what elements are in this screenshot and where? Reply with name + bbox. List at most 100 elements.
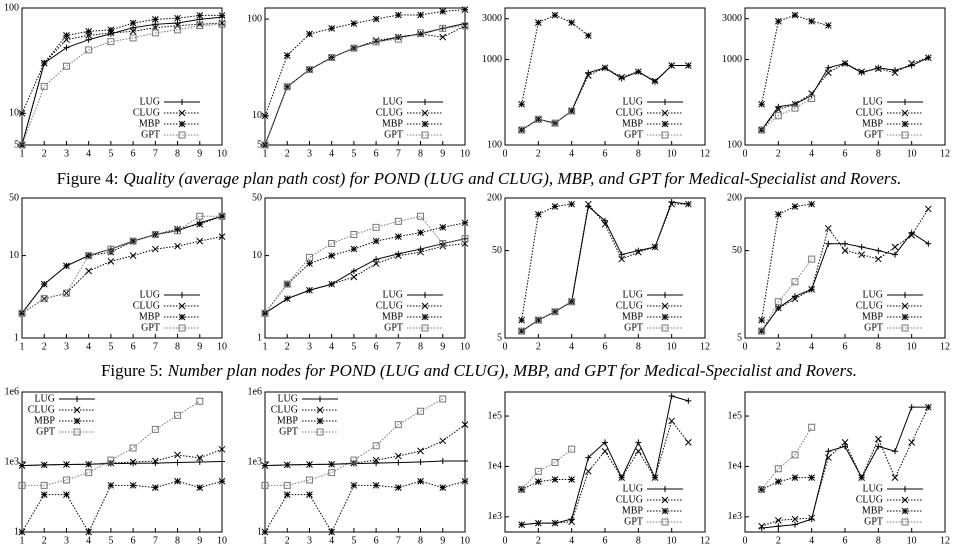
marker	[328, 54, 336, 62]
marker	[196, 484, 204, 491]
marker	[219, 458, 225, 465]
marker	[40, 280, 48, 288]
x-tick-label: 4	[86, 535, 91, 546]
marker	[568, 445, 576, 453]
caption: Figure 5: Number plan nodes for POND (LUG…	[101, 361, 857, 380]
marker	[422, 99, 428, 105]
y-tick-label: 50	[492, 245, 502, 256]
marker	[283, 461, 291, 469]
marker	[601, 220, 609, 228]
marker	[568, 19, 576, 26]
y-tick-label: 100	[4, 2, 19, 13]
series-line	[761, 98, 812, 131]
marker	[758, 327, 766, 335]
x-tick-label: 9	[440, 535, 445, 546]
marker	[808, 94, 816, 102]
marker	[394, 421, 402, 429]
y-tick-label: 1	[257, 526, 262, 537]
series-line	[21, 448, 223, 467]
x-tick-label: 2	[42, 341, 47, 352]
x-tick-label: 8	[418, 341, 423, 352]
marker	[62, 62, 70, 70]
marker	[394, 233, 402, 240]
x-tick-label: 4	[86, 148, 91, 159]
marker	[421, 131, 429, 139]
series-line	[521, 301, 572, 332]
marker	[73, 406, 81, 414]
series-line	[21, 215, 223, 314]
y-tick-label: 10	[252, 250, 262, 261]
marker	[774, 298, 782, 306]
marker	[151, 425, 159, 433]
marker	[842, 240, 848, 247]
marker	[901, 131, 909, 139]
legend-label: GPT	[864, 322, 883, 333]
marker	[825, 64, 832, 71]
marker	[328, 280, 336, 288]
marker	[568, 298, 576, 306]
marker	[791, 451, 799, 459]
y-tick-label: 1e3	[728, 511, 742, 522]
y-tick-label: 1e3	[5, 456, 19, 467]
x-tick-label: 10	[460, 341, 470, 352]
marker	[85, 267, 93, 275]
marker	[661, 496, 669, 504]
marker	[601, 64, 609, 72]
marker	[842, 443, 848, 450]
marker	[107, 26, 115, 34]
caption-label: Figure 4:	[57, 169, 119, 188]
legend-label: MBP	[139, 311, 161, 322]
x-tick-label: 10	[460, 535, 470, 546]
marker	[283, 295, 291, 303]
series-line	[521, 110, 572, 131]
marker	[317, 396, 323, 402]
x-tick-label: 8	[876, 341, 881, 352]
marker	[74, 396, 80, 402]
legend-label: CLUG	[376, 300, 403, 311]
marker	[40, 295, 48, 303]
marker	[73, 417, 81, 425]
series-line	[22, 400, 201, 486]
marker	[534, 519, 542, 527]
x-tick-label: 3	[64, 535, 69, 546]
x-tick-label: 12	[940, 535, 950, 546]
marker	[417, 212, 425, 220]
marker	[824, 22, 832, 29]
marker	[372, 15, 380, 23]
x-tick-label: 8	[636, 535, 641, 546]
x-tick-label: 4	[569, 535, 574, 546]
marker	[668, 417, 676, 425]
marker	[518, 126, 526, 134]
marker	[662, 292, 668, 298]
marker	[791, 11, 799, 19]
marker	[283, 83, 291, 91]
marker	[174, 459, 181, 466]
marker	[261, 141, 269, 149]
y-tick-label: 1000	[482, 54, 502, 65]
marker	[417, 477, 424, 485]
marker	[651, 243, 659, 251]
y-tick-label: 50	[252, 192, 262, 203]
legend-label: MBP	[862, 311, 884, 322]
marker	[85, 469, 93, 477]
marker	[350, 231, 358, 239]
marker	[394, 11, 402, 19]
x-tick-label: 4	[809, 148, 814, 159]
marker	[808, 474, 816, 481]
marker	[129, 34, 137, 42]
marker	[568, 200, 576, 208]
caption-label: Figure 5:	[101, 361, 163, 380]
x-tick-label: 8	[876, 535, 881, 546]
x-tick-label: 6	[843, 341, 848, 352]
marker	[18, 462, 26, 469]
marker	[129, 237, 137, 245]
marker	[808, 514, 816, 522]
marker	[439, 33, 447, 41]
marker	[85, 528, 93, 536]
x-tick-label: 9	[197, 148, 202, 159]
marker	[534, 115, 542, 123]
x-tick-label: 10	[907, 341, 917, 352]
marker	[178, 313, 186, 321]
